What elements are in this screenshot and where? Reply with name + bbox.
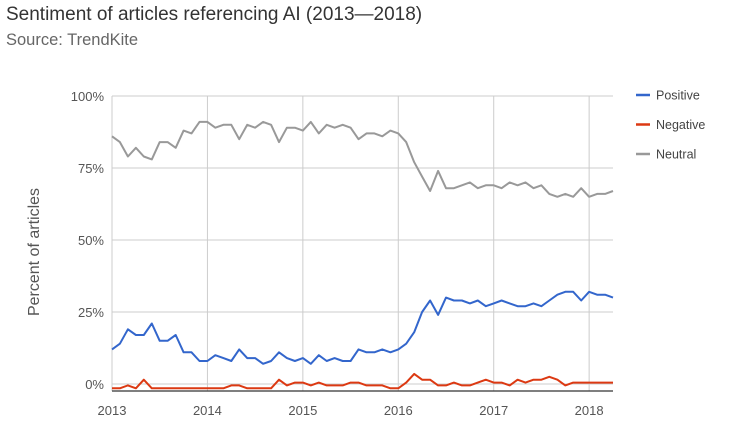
y-tick-label: 75% [78, 161, 104, 176]
grid [111, 95, 613, 392]
x-axis: 2013 2014 2015 2016 2017 2018 [98, 403, 604, 418]
y-tick-label: 50% [78, 233, 104, 248]
y-tick-label: 25% [78, 305, 104, 320]
y-tick-label: 0% [85, 377, 104, 392]
x-tick-label: 2013 [98, 403, 127, 418]
x-tick-label: 2016 [384, 403, 413, 418]
y-axis: 100% 75% 50% 25% 0% [71, 89, 105, 392]
legend-label-neutral: Neutral [656, 148, 696, 162]
chart-title: Sentiment of articles referencing AI (20… [6, 4, 423, 25]
x-tick-label: 2018 [575, 403, 604, 418]
series-line-positive [111, 290, 614, 365]
legend-label-negative: Negative [656, 118, 705, 132]
x-tick-label: 2017 [479, 403, 508, 418]
x-tick-label: 2014 [193, 403, 222, 418]
y-axis-label: Percent of articles [26, 188, 43, 316]
series-lines [111, 120, 614, 390]
legend-label-positive: Positive [656, 89, 700, 103]
series-line-neutral [111, 120, 614, 198]
y-tick-label: 100% [71, 89, 105, 104]
chart-subtitle: Source: TrendKite [6, 31, 139, 49]
series-line-negative [112, 372, 613, 390]
x-tick-label: 2015 [288, 403, 317, 418]
legend: Positive Negative Neutral [636, 89, 705, 162]
